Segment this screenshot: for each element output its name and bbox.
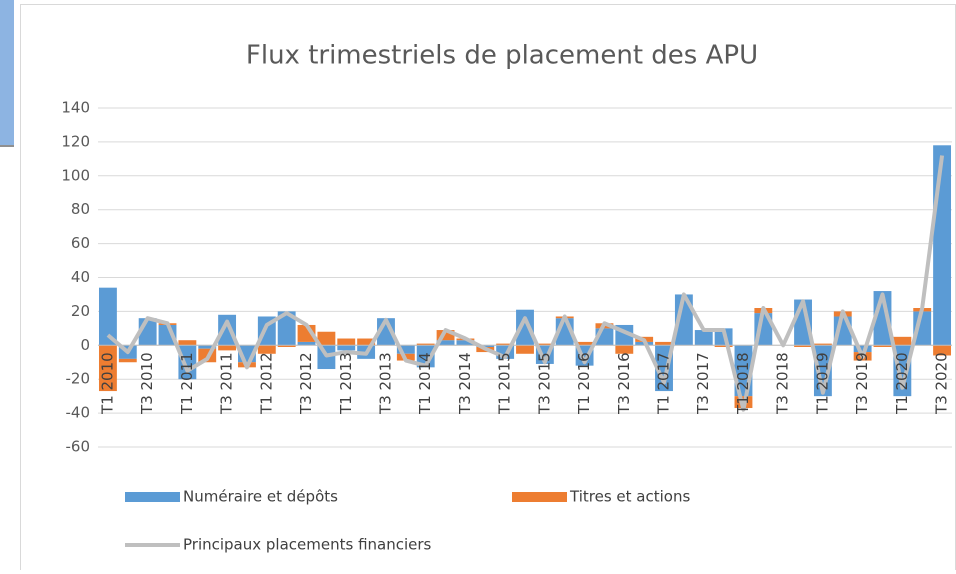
bar — [813, 343, 832, 346]
x-tick-label: T3 2013 — [376, 352, 394, 415]
x-tick-label: T3 2019 — [853, 352, 871, 415]
bar — [416, 343, 435, 346]
bar — [118, 358, 137, 363]
bar — [496, 343, 515, 346]
bar — [655, 341, 673, 346]
line-series — [106, 155, 945, 412]
x-tick-label: T3 2010 — [138, 352, 156, 415]
bar — [218, 314, 237, 346]
x-tick-label: T1 2018 — [734, 352, 752, 415]
bar — [277, 311, 296, 346]
x-tick-label: T3 2018 — [774, 352, 792, 415]
y-tick-label: 80 — [71, 200, 90, 218]
y-tick-label: -40 — [66, 404, 91, 422]
x-tick-label: T1 2017 — [655, 352, 673, 415]
bar — [277, 345, 296, 347]
bar — [933, 345, 952, 356]
y-tick-label: 0 — [80, 336, 90, 354]
bar — [893, 336, 912, 346]
y-tick-label: 120 — [61, 132, 90, 150]
bar — [436, 340, 455, 346]
x-tick-label: T3 2012 — [297, 352, 315, 415]
y-tick-label: -20 — [66, 370, 91, 388]
y-tick-label: -60 — [66, 438, 91, 456]
x-tick-label: T1 2016 — [575, 352, 593, 415]
legend-label: Numéraire et dépôts — [183, 488, 338, 506]
bar — [357, 338, 376, 346]
bar — [516, 345, 534, 354]
bar — [933, 145, 952, 346]
bar — [98, 345, 117, 392]
bar — [98, 287, 117, 346]
legend-label: Titres et actions — [569, 488, 690, 506]
x-tick-label: T1 2013 — [337, 352, 355, 415]
bar — [794, 345, 812, 347]
x-tick-label: T1 2011 — [178, 352, 196, 415]
y-tick-label: 20 — [71, 302, 90, 320]
bar — [714, 345, 733, 347]
bar — [456, 340, 475, 346]
chart-title: Flux trimestriels de placement des APU — [246, 41, 758, 71]
legend-swatch — [512, 492, 567, 502]
x-tick-label: T3 2011 — [218, 352, 236, 415]
bar — [416, 345, 435, 368]
bar — [178, 340, 197, 346]
x-tick-label: T1 2020 — [893, 352, 911, 415]
bar — [436, 330, 455, 341]
x-tick-label: T1 2010 — [98, 352, 116, 415]
x-tick-label: T3 2020 — [933, 352, 951, 415]
bar — [694, 330, 713, 346]
bar — [813, 345, 832, 397]
x-tick-label: T3 2017 — [694, 352, 712, 415]
x-tick-label: T1 2012 — [257, 352, 275, 415]
x-tick-label: T1 2014 — [416, 352, 434, 415]
bar — [575, 341, 594, 346]
x-tick-label: T3 2016 — [615, 352, 633, 415]
bar — [178, 345, 197, 380]
legend-label: Principaux placements financiers — [183, 536, 432, 554]
y-tick-label: 140 — [61, 99, 90, 117]
bar — [516, 309, 534, 346]
bar — [476, 345, 495, 347]
bar — [317, 331, 336, 346]
bar — [337, 338, 356, 346]
bar — [198, 345, 217, 349]
legend-swatch — [125, 492, 180, 502]
x-tick-label: T3 2015 — [535, 352, 553, 415]
x-tick-label: T1 2015 — [496, 352, 514, 415]
bar — [337, 345, 356, 351]
bar — [218, 345, 237, 351]
bar — [873, 345, 892, 347]
bar — [396, 345, 415, 354]
bar — [535, 343, 554, 346]
bar — [297, 341, 316, 346]
x-tick-label: T3 2014 — [456, 352, 474, 415]
bar — [615, 345, 634, 354]
bar — [257, 345, 276, 354]
x-tick-label: T1 2019 — [813, 352, 831, 415]
y-tick-label: 100 — [61, 166, 90, 184]
bar — [853, 345, 872, 353]
sidebar — [0, 0, 14, 145]
y-tick-label: 40 — [71, 268, 90, 286]
y-tick-label: 60 — [71, 234, 90, 252]
